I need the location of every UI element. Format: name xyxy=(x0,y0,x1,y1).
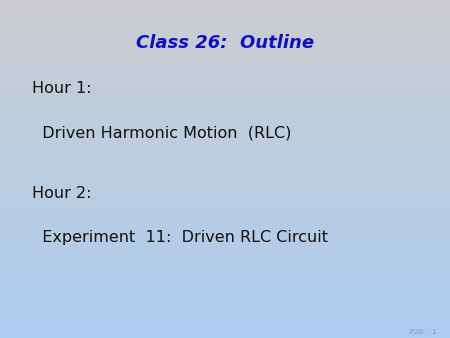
Text: Hour 1:: Hour 1: xyxy=(32,81,91,96)
Text: P26-   1: P26- 1 xyxy=(410,329,436,335)
Text: Driven Harmonic Motion  (RLC): Driven Harmonic Motion (RLC) xyxy=(32,125,291,140)
Text: Class 26:  Outline: Class 26: Outline xyxy=(136,34,314,52)
Text: Hour 2:: Hour 2: xyxy=(32,186,91,201)
Text: Experiment  11:  Driven RLC Circuit: Experiment 11: Driven RLC Circuit xyxy=(32,230,328,245)
